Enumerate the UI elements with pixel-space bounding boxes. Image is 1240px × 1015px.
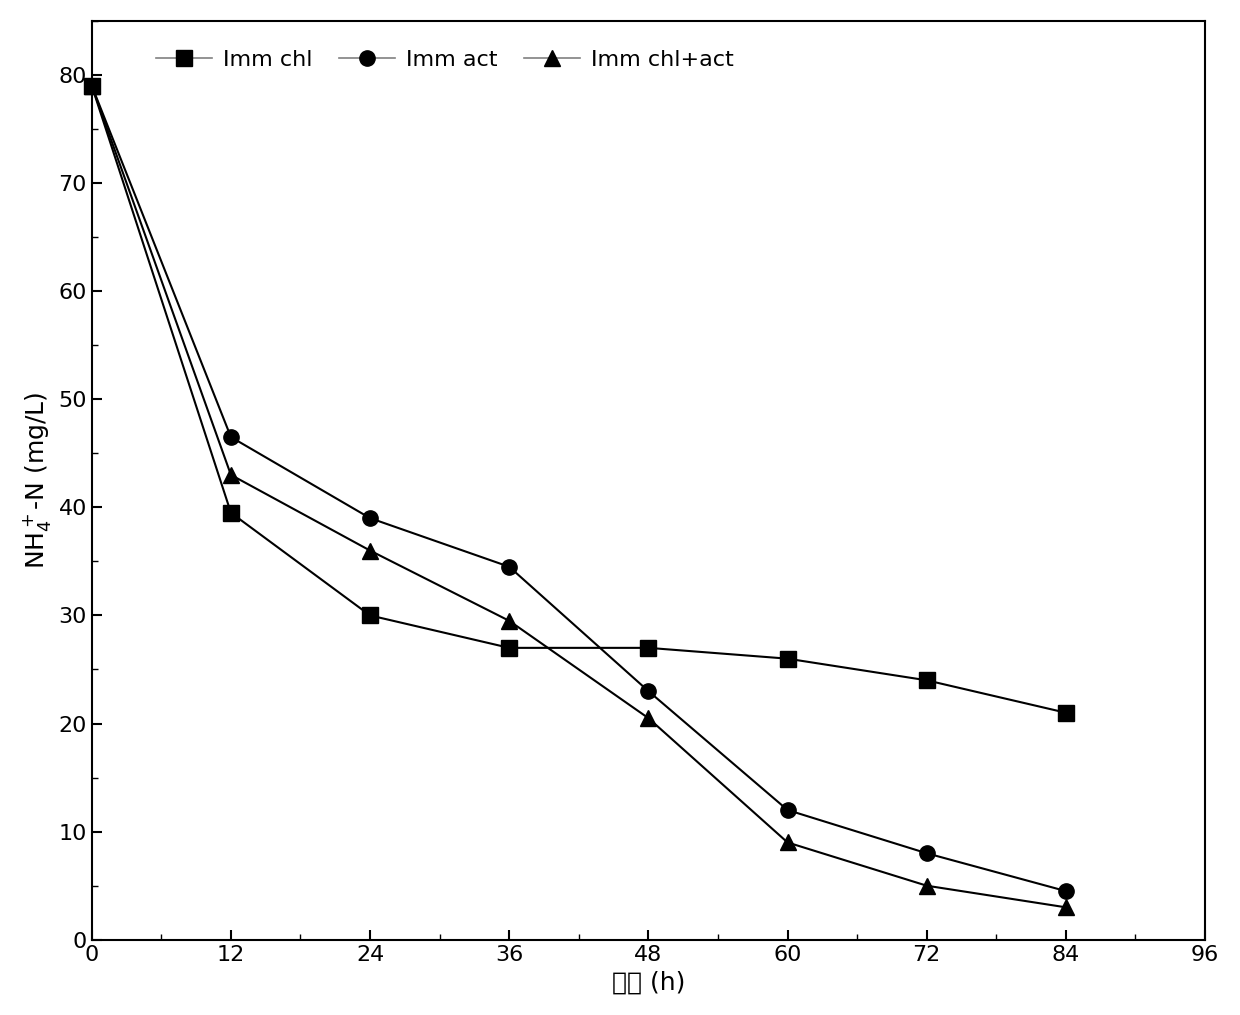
Imm act xyxy=(84,79,99,91)
Imm act xyxy=(223,431,238,444)
Imm chl+act xyxy=(641,713,656,725)
Imm chl+act xyxy=(1059,901,1074,914)
Imm chl xyxy=(362,609,377,621)
Imm act xyxy=(502,560,517,572)
Imm act xyxy=(362,512,377,524)
Imm chl xyxy=(502,641,517,654)
Imm act xyxy=(780,804,795,816)
Imm chl+act xyxy=(502,615,517,627)
Imm chl+act xyxy=(362,544,377,556)
Imm chl+act xyxy=(84,79,99,91)
Imm chl xyxy=(780,653,795,665)
Imm act xyxy=(1059,885,1074,897)
Imm chl xyxy=(223,506,238,519)
Imm act xyxy=(641,685,656,697)
Imm chl xyxy=(641,641,656,654)
Line: Imm chl: Imm chl xyxy=(84,78,1074,721)
Imm chl+act xyxy=(780,836,795,849)
Imm chl xyxy=(919,674,934,686)
Imm chl xyxy=(1059,706,1074,719)
Imm chl+act xyxy=(919,880,934,892)
Y-axis label: $\mathrm{NH_4^+}$-N (mg/L): $\mathrm{NH_4^+}$-N (mg/L) xyxy=(21,392,53,569)
Line: Imm chl+act: Imm chl+act xyxy=(84,78,1074,915)
X-axis label: 时间 (h): 时间 (h) xyxy=(611,970,684,994)
Legend: Imm chl, Imm act, Imm chl+act: Imm chl, Imm act, Imm chl+act xyxy=(148,42,743,79)
Imm chl xyxy=(84,79,99,91)
Imm chl+act xyxy=(223,469,238,481)
Imm act xyxy=(919,848,934,860)
Line: Imm act: Imm act xyxy=(84,78,1074,898)
